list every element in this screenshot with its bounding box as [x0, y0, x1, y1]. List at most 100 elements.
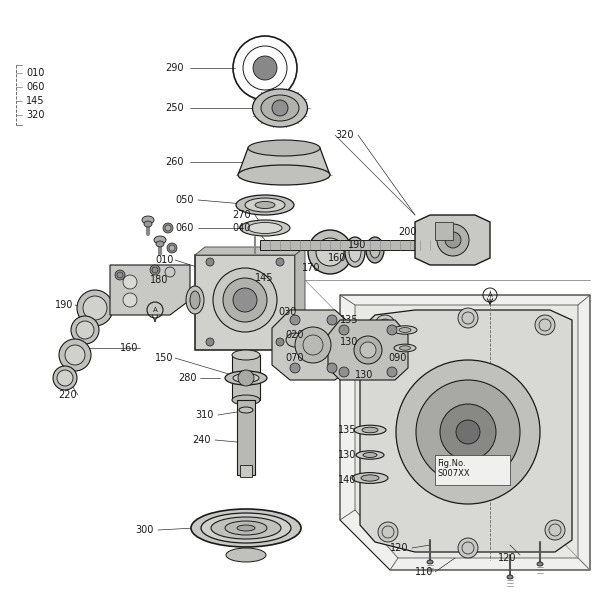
Text: S007XX: S007XX [437, 469, 470, 479]
Text: 130: 130 [338, 450, 356, 460]
Ellipse shape [362, 427, 378, 433]
Text: 020: 020 [285, 330, 304, 340]
Circle shape [387, 367, 397, 377]
Ellipse shape [240, 220, 290, 236]
Circle shape [276, 258, 284, 266]
Circle shape [456, 420, 480, 444]
Ellipse shape [286, 333, 304, 347]
Ellipse shape [190, 291, 200, 309]
Ellipse shape [356, 451, 384, 459]
Circle shape [290, 315, 300, 325]
Polygon shape [195, 247, 305, 255]
Text: A: A [488, 292, 493, 298]
Ellipse shape [186, 286, 204, 314]
Ellipse shape [393, 326, 417, 334]
Circle shape [440, 404, 496, 460]
Circle shape [233, 288, 257, 312]
Text: 030: 030 [278, 307, 296, 317]
Ellipse shape [232, 395, 260, 405]
Circle shape [77, 290, 113, 326]
Circle shape [327, 363, 337, 373]
Circle shape [339, 367, 349, 377]
Text: 070: 070 [285, 353, 304, 363]
Ellipse shape [507, 575, 513, 579]
Polygon shape [110, 265, 190, 315]
Circle shape [53, 366, 77, 390]
Circle shape [223, 278, 267, 322]
Ellipse shape [226, 548, 266, 562]
Bar [232, 355, 260, 400]
Ellipse shape [233, 373, 259, 383]
Text: 170: 170 [302, 263, 320, 273]
Ellipse shape [349, 242, 361, 262]
Text: 145: 145 [26, 96, 44, 106]
Circle shape [316, 238, 344, 266]
Ellipse shape [248, 223, 282, 233]
Text: 190: 190 [348, 240, 367, 250]
Text: 160: 160 [120, 343, 139, 353]
Text: 120: 120 [390, 543, 409, 553]
Text: 150: 150 [155, 353, 173, 363]
Ellipse shape [156, 241, 164, 247]
Circle shape [445, 232, 461, 248]
Text: 130: 130 [355, 370, 373, 380]
Circle shape [115, 270, 125, 280]
Circle shape [213, 268, 277, 332]
Polygon shape [355, 305, 578, 558]
Ellipse shape [142, 216, 154, 224]
Circle shape [360, 342, 376, 358]
Text: 040: 040 [232, 223, 250, 233]
Text: 135: 135 [340, 315, 359, 325]
Circle shape [206, 338, 214, 346]
Ellipse shape [248, 140, 320, 156]
Circle shape [253, 56, 277, 80]
Ellipse shape [144, 221, 152, 227]
Circle shape [339, 325, 349, 335]
Bar [435, 222, 453, 240]
Text: 145: 145 [255, 273, 274, 283]
Ellipse shape [345, 237, 365, 267]
Circle shape [354, 336, 382, 364]
Circle shape [238, 370, 254, 386]
Ellipse shape [225, 371, 267, 385]
Circle shape [416, 380, 520, 484]
Text: 060: 060 [26, 82, 44, 92]
Ellipse shape [361, 475, 379, 481]
Circle shape [57, 370, 73, 386]
Bar [260, 240, 440, 250]
Ellipse shape [394, 344, 416, 352]
Circle shape [378, 522, 398, 542]
Text: 160: 160 [328, 253, 346, 263]
Circle shape [308, 230, 352, 274]
Text: 310: 310 [195, 410, 214, 420]
Text: 190: 190 [55, 300, 73, 310]
Circle shape [165, 225, 171, 231]
Circle shape [272, 100, 288, 116]
Circle shape [437, 224, 469, 256]
Circle shape [396, 360, 540, 504]
Ellipse shape [201, 513, 291, 543]
Circle shape [387, 325, 397, 335]
Circle shape [327, 315, 337, 325]
Text: 130: 130 [340, 337, 358, 347]
Text: 010: 010 [26, 68, 44, 78]
Circle shape [458, 308, 478, 328]
Circle shape [76, 321, 94, 339]
Ellipse shape [354, 425, 386, 435]
Polygon shape [272, 310, 355, 380]
Ellipse shape [399, 328, 411, 332]
Ellipse shape [239, 407, 253, 413]
Circle shape [59, 339, 91, 371]
Ellipse shape [261, 95, 299, 121]
Polygon shape [440, 240, 460, 250]
Polygon shape [328, 320, 408, 380]
Text: 290: 290 [165, 63, 184, 73]
Circle shape [123, 293, 137, 307]
Text: 110: 110 [415, 567, 433, 577]
Text: 060: 060 [175, 223, 193, 233]
Text: 090: 090 [388, 353, 406, 363]
Polygon shape [238, 148, 330, 175]
Circle shape [290, 363, 300, 373]
Circle shape [206, 258, 214, 266]
Circle shape [375, 315, 395, 335]
